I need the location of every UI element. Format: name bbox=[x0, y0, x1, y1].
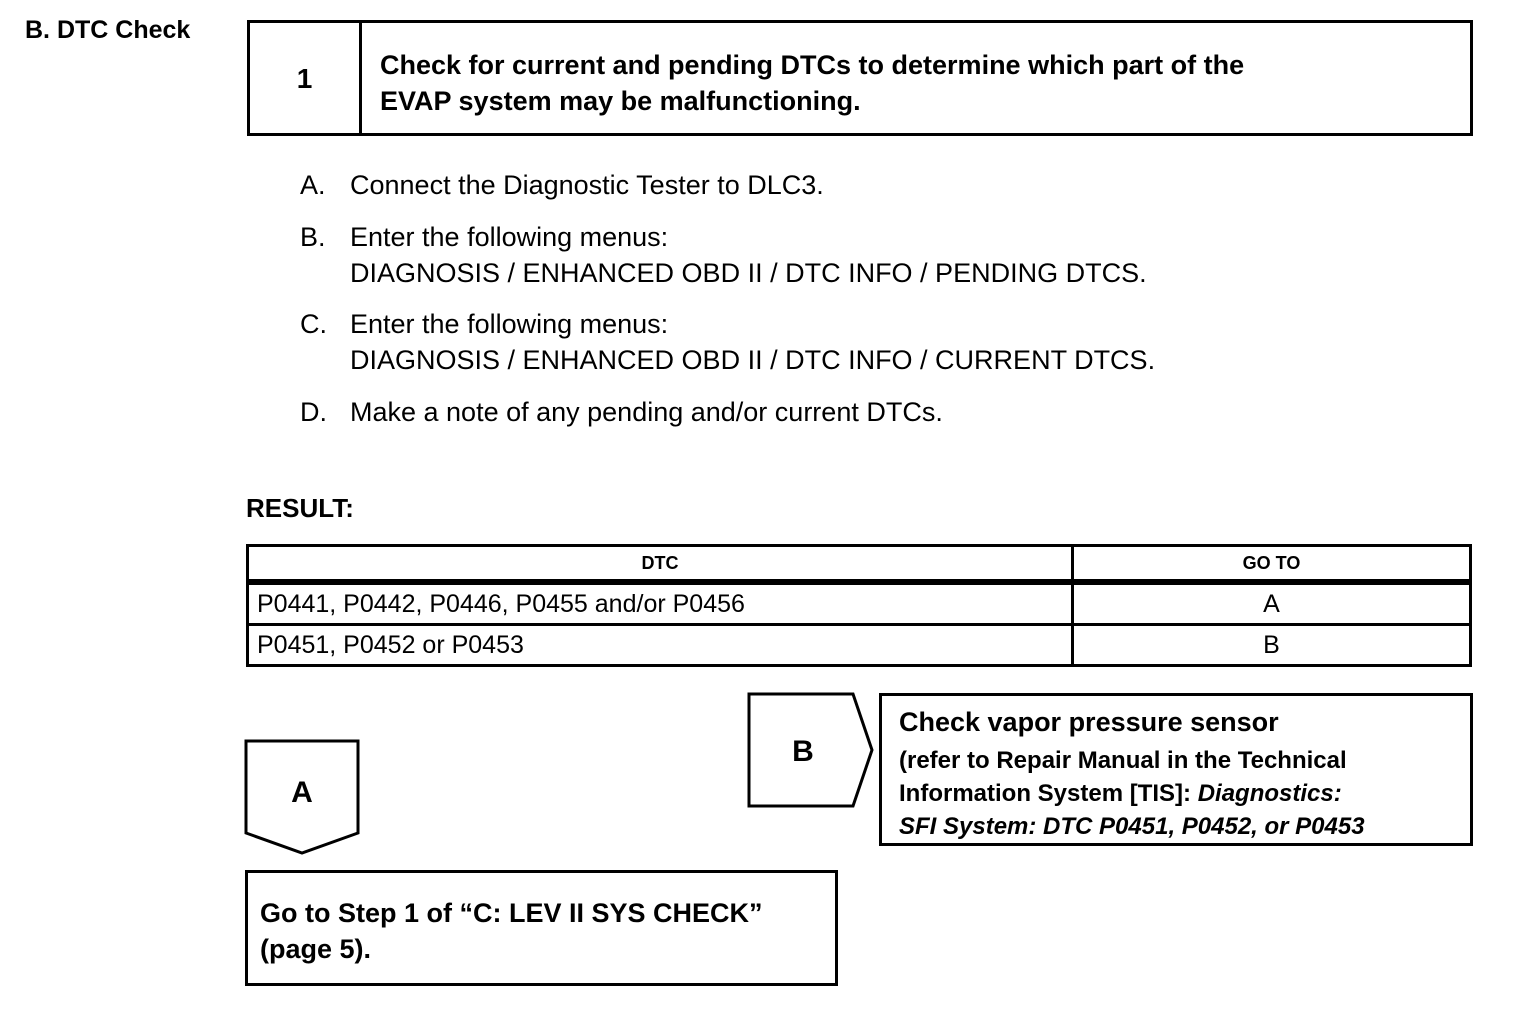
instruction-letter: C. bbox=[300, 309, 327, 339]
branch-b-arrow-shape bbox=[747, 692, 874, 808]
table-header-row: DTC GO TO bbox=[246, 544, 1472, 585]
step-box: 1 Check for current and pending DTCs to … bbox=[247, 20, 1473, 136]
branch-b-text-italic: SFI System: DTC P0451, P0452, or P0453 bbox=[899, 813, 1365, 840]
branch-b-text: (refer to Repair Manual in the Technical… bbox=[899, 744, 1365, 843]
instruction-letter: D. bbox=[300, 397, 327, 427]
header-dtc: DTC bbox=[246, 544, 1074, 585]
instruction-text: Connect the Diagnostic Tester to DLC3. bbox=[350, 170, 824, 200]
branch-b-box: Check vapor pressure sensor (refer to Re… bbox=[879, 693, 1473, 846]
branch-a-text: Go to Step 1 of “C: LEV II SYS CHECK” (p… bbox=[260, 895, 763, 967]
instruction-text: Make a note of any pending and/or curren… bbox=[350, 397, 943, 427]
branch-b-text-plain: Information System [TIS]: bbox=[899, 780, 1198, 807]
branch-b-text-italic: Diagnostics: bbox=[1197, 780, 1342, 807]
branch-a-line: (page 5). bbox=[260, 934, 372, 964]
branch-b-line: Information System [TIS]: Diagnostics: bbox=[899, 777, 1365, 810]
result-table: DTC GO TO P0441, P0442, P0446, P0455 and… bbox=[246, 544, 1472, 667]
goto-cell: B bbox=[1071, 623, 1472, 667]
branch-b-title: Check vapor pressure sensor bbox=[899, 707, 1279, 737]
section-title: B. DTC Check bbox=[25, 16, 191, 44]
branch-b-label: B bbox=[792, 735, 814, 768]
branch-a-label: A bbox=[291, 776, 313, 809]
dtc-cell: P0451, P0452 or P0453 bbox=[246, 623, 1074, 667]
instruction-letter: B. bbox=[300, 222, 326, 252]
result-label: RESULT: bbox=[246, 493, 354, 523]
step-text-line: Check for current and pending DTCs to de… bbox=[380, 50, 1245, 80]
instruction-letter: A. bbox=[300, 170, 326, 200]
instruction-text: DIAGNOSIS / ENHANCED OBD II / DTC INFO /… bbox=[350, 345, 1156, 375]
branch-a-line: Go to Step 1 of “C: LEV II SYS CHECK” bbox=[260, 898, 763, 928]
step-divider bbox=[359, 23, 362, 133]
instruction-text: Enter the following menus: bbox=[350, 222, 669, 252]
table-row: P0451, P0452 or P0453 B bbox=[246, 623, 1472, 667]
step-text-line: EVAP system may be malfunctioning. bbox=[380, 86, 861, 116]
branch-a-box: Go to Step 1 of “C: LEV II SYS CHECK” (p… bbox=[245, 870, 838, 986]
branch-a-arrow-shape bbox=[244, 739, 360, 855]
step-text: Check for current and pending DTCs to de… bbox=[380, 47, 1244, 119]
branch-b-line: SFI System: DTC P0451, P0452, or P0453 bbox=[899, 810, 1365, 843]
table-row: P0441, P0442, P0446, P0455 and/or P0456 … bbox=[246, 580, 1472, 626]
instruction-text: DIAGNOSIS / ENHANCED OBD II / DTC INFO /… bbox=[350, 258, 1147, 288]
step-number: 1 bbox=[296, 63, 313, 94]
instruction-text: Enter the following menus: bbox=[350, 309, 669, 339]
dtc-cell: P0441, P0442, P0446, P0455 and/or P0456 bbox=[246, 580, 1074, 626]
header-goto: GO TO bbox=[1071, 544, 1472, 585]
branch-b-line: (refer to Repair Manual in the Technical bbox=[899, 747, 1347, 774]
goto-cell: A bbox=[1071, 580, 1472, 626]
